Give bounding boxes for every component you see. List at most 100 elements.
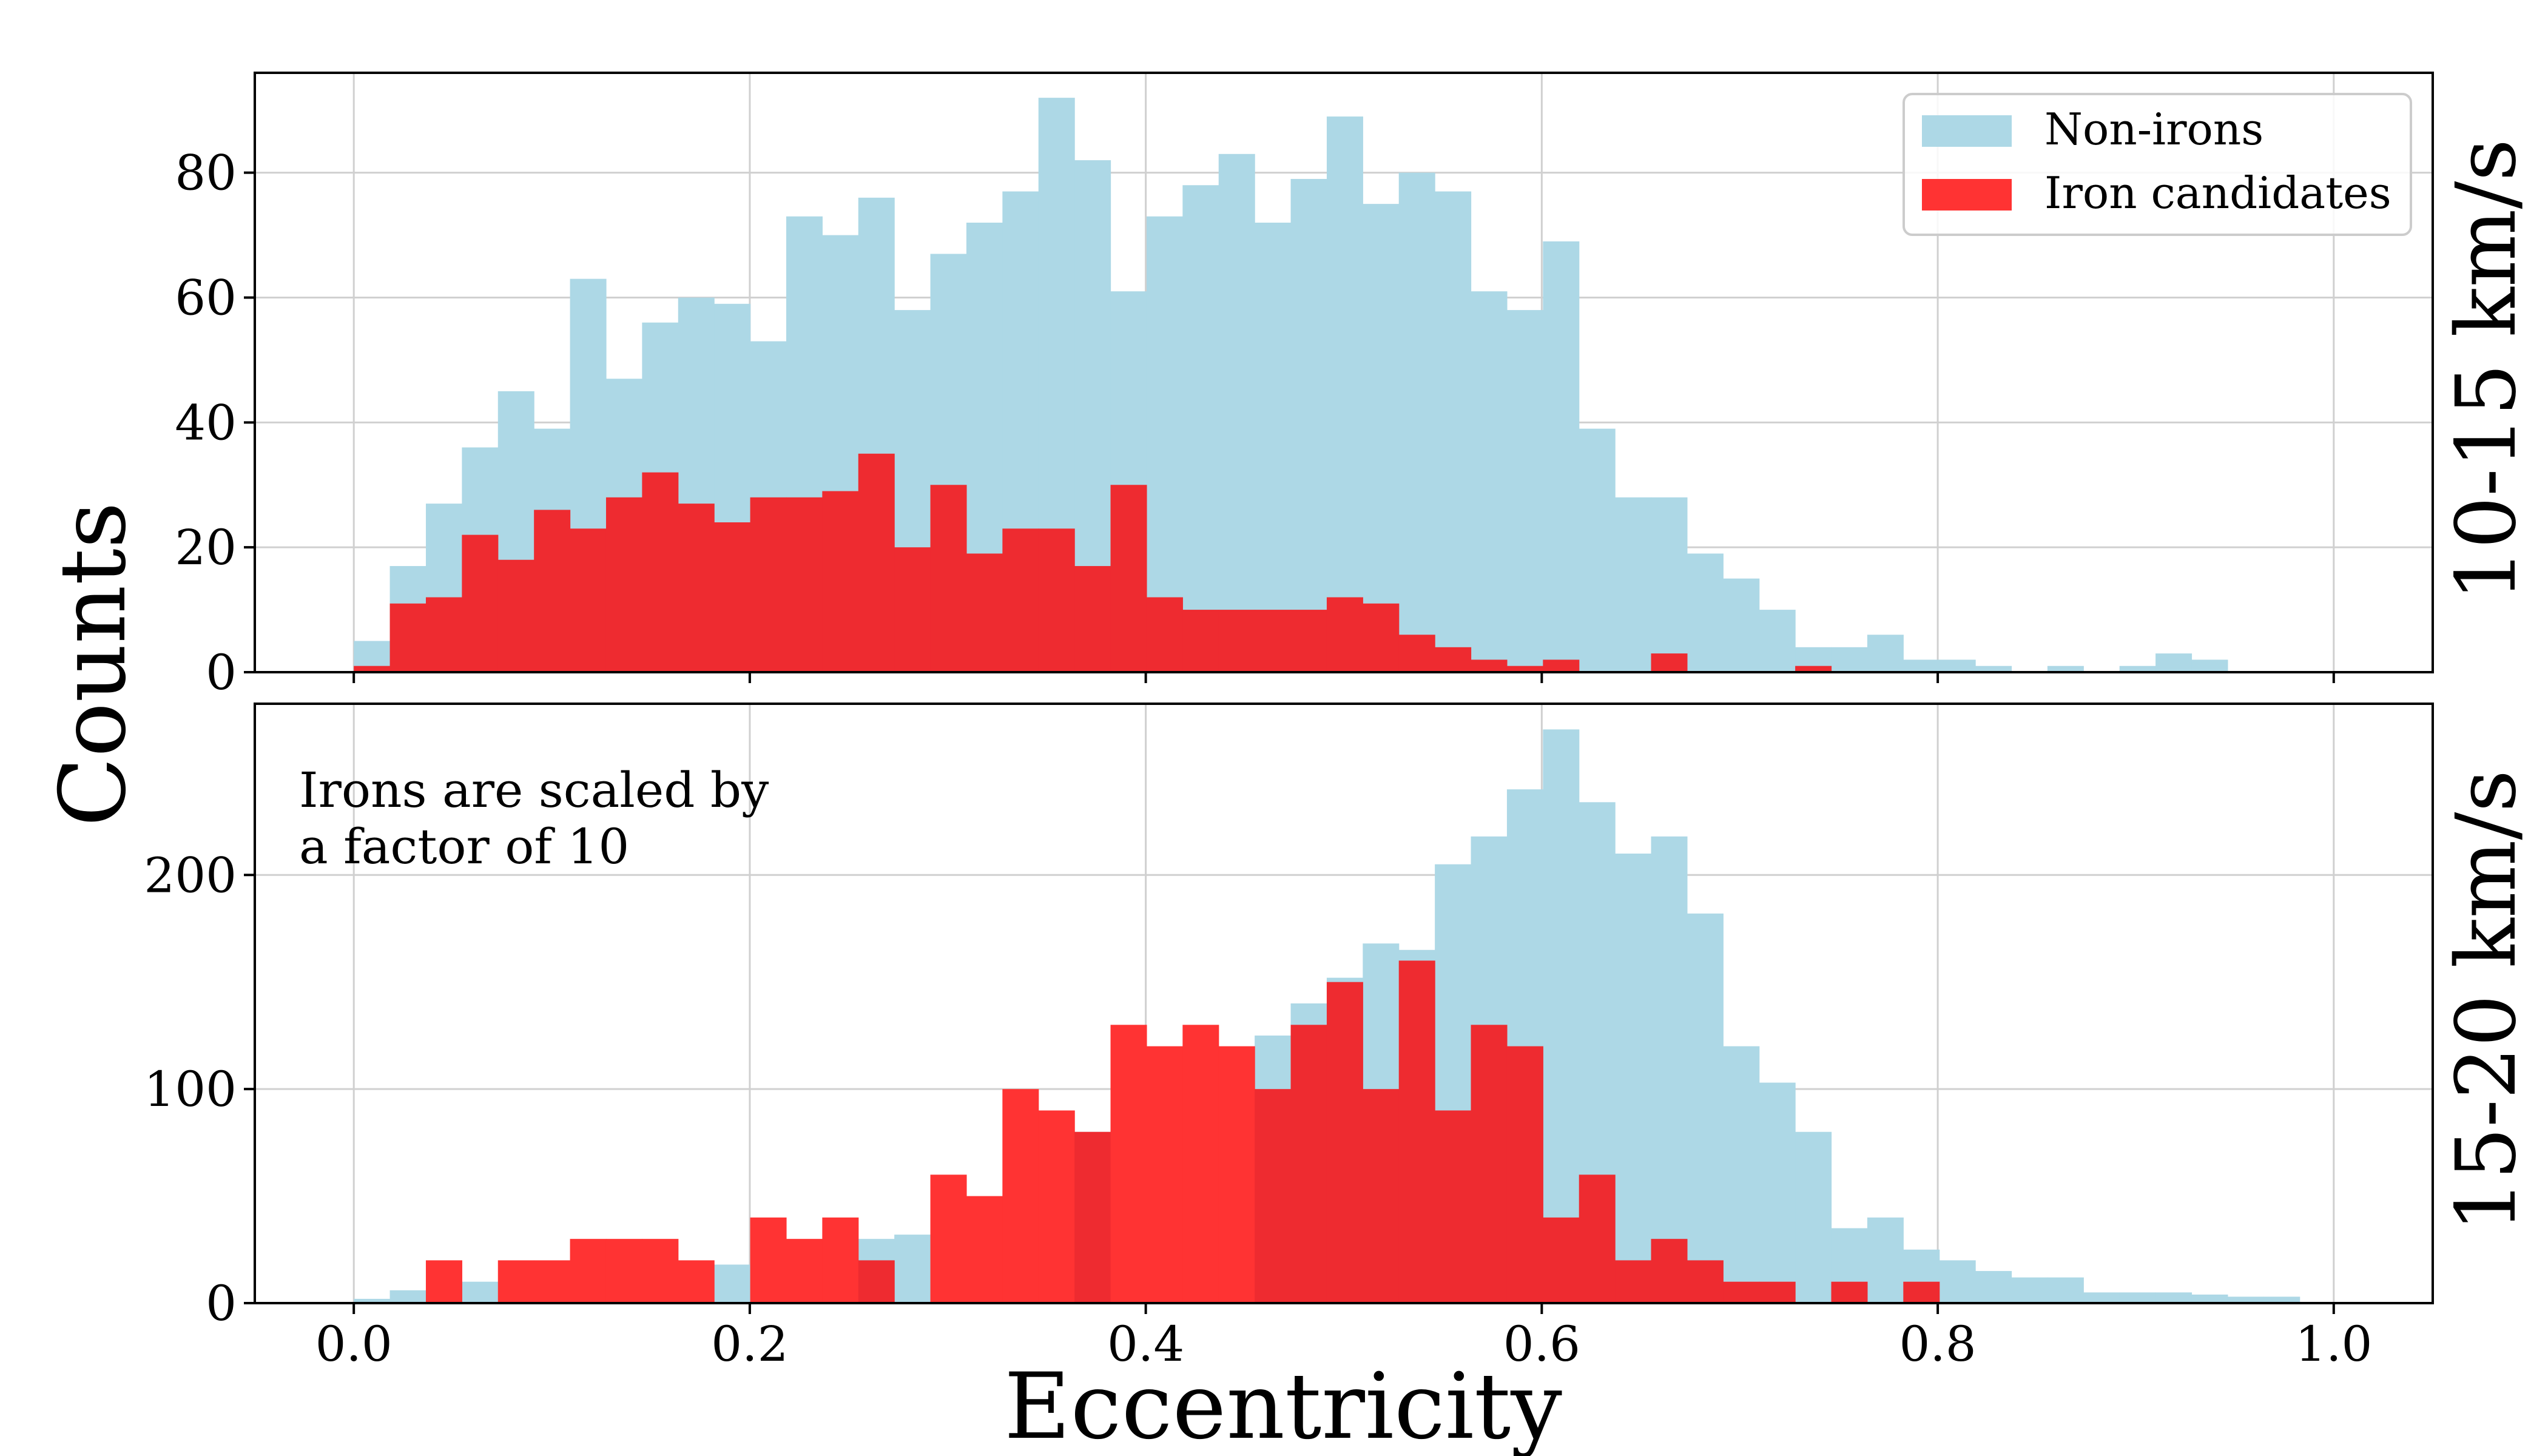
- legend-label-non-irons: Non-irons: [2044, 104, 2263, 155]
- non-iron-bar: [1506, 310, 1543, 672]
- iron-bar: [1903, 1281, 1940, 1303]
- y-tick-label: 80: [175, 145, 237, 201]
- iron-bar: [1218, 1046, 1255, 1303]
- iron-bar: [1255, 1089, 1292, 1303]
- iron-bar: [425, 1260, 462, 1303]
- non-iron-bar: [1867, 635, 1904, 672]
- non-iron-bar: [2083, 1292, 2120, 1303]
- iron-bar: [786, 1239, 823, 1303]
- iron-bar: [1579, 1175, 1616, 1303]
- iron-bar: [858, 453, 895, 672]
- non-iron-bar: [1326, 116, 1363, 672]
- iron-bar: [714, 522, 751, 672]
- iron-bar: [534, 1260, 571, 1303]
- non-iron-bar: [1615, 854, 1652, 1303]
- iron-bar: [1146, 597, 1183, 672]
- x-tick-label: 0.6: [1503, 1316, 1580, 1372]
- y-tick-label: 60: [175, 270, 237, 326]
- iron-bar: [605, 497, 642, 672]
- iron-bar: [642, 1239, 679, 1303]
- iron-bar: [1471, 659, 1508, 672]
- non-iron-bar: [2011, 1277, 2048, 1303]
- non-iron-bar: [1759, 610, 1796, 672]
- iron-bar: [1255, 610, 1292, 672]
- iron-bar: [497, 1260, 534, 1303]
- non-iron-bar: [1543, 729, 1580, 1303]
- non-iron-bar: [714, 1264, 751, 1303]
- legend-label-irons: Iron candidates: [2044, 167, 2391, 218]
- non-iron-bar: [1687, 553, 1724, 672]
- iron-bar: [389, 603, 426, 672]
- non-iron-bar: [1543, 241, 1580, 672]
- iron-bar: [605, 1239, 642, 1303]
- x-tick-label: 0.4: [1107, 1316, 1184, 1372]
- iron-bar: [1290, 610, 1327, 672]
- iron-bar: [1651, 653, 1688, 672]
- iron-bar: [425, 597, 462, 672]
- non-iron-bar: [1182, 185, 1219, 672]
- legend: Non-irons Iron candidates: [1903, 93, 2412, 236]
- iron-bar: [1290, 1025, 1327, 1303]
- y-tick-label: 0: [206, 1275, 237, 1332]
- iron-bar: [1146, 1046, 1183, 1303]
- side-label-bottom: 15-20 km/s: [2439, 770, 2535, 1232]
- non-iron-bar: [1218, 153, 1255, 672]
- non-iron-bar: [1435, 191, 1472, 673]
- non-iron-bar: [894, 1235, 931, 1303]
- x-tick-label: 0.0: [315, 1316, 393, 1372]
- non-iron-bar: [2191, 1294, 2228, 1303]
- non-iron-bar: [2047, 1277, 2084, 1303]
- iron-bar: [786, 497, 823, 672]
- non-iron-bar: [1363, 204, 1400, 672]
- iron-bar: [1002, 1089, 1039, 1303]
- non-iron-bar: [1759, 1082, 1796, 1303]
- non-iron-bar: [354, 1298, 391, 1303]
- y-tick-label: 20: [175, 519, 237, 576]
- non-iron-bar: [1651, 497, 1688, 672]
- non-iron-bar: [2119, 1292, 2156, 1303]
- iron-bar: [678, 1260, 715, 1303]
- iron-bar: [1435, 1110, 1472, 1303]
- iron-bar: [1110, 1025, 1147, 1303]
- iron-bar: [1435, 647, 1472, 672]
- iron-bar: [354, 666, 391, 672]
- iron-bar: [966, 553, 1003, 672]
- non-iron-bar: [1795, 1131, 1832, 1303]
- x-axis-label: Eccentricity: [1004, 1354, 1562, 1456]
- legend-swatch-non-irons: [1922, 115, 2012, 147]
- non-iron-bar: [2119, 666, 2156, 672]
- axes-frame: [254, 72, 2434, 673]
- iron-bar: [750, 1217, 787, 1303]
- iron-bar: [1543, 659, 1580, 672]
- iron-bar: [1795, 666, 1832, 672]
- iron-bar: [678, 504, 715, 672]
- non-iron-bar: [1831, 647, 1868, 672]
- y-tick-label: 40: [175, 394, 237, 451]
- iron-bar: [822, 1217, 859, 1303]
- non-iron-bar: [1651, 836, 1688, 1303]
- non-iron-bar: [2263, 1296, 2300, 1303]
- iron-bar: [1506, 666, 1543, 672]
- y-axis-label: Counts: [41, 502, 146, 827]
- non-iron-bar: [1867, 1217, 1904, 1303]
- iron-bar: [1471, 1025, 1508, 1303]
- non-iron-bar: [1975, 666, 2012, 672]
- annotation-line-2: a factor of 10: [299, 818, 629, 875]
- iron-bar: [858, 1260, 895, 1303]
- iron-bar: [1651, 1239, 1688, 1303]
- panel-15-20: 0 100 200 0.0 0.2 0.4 0.6 0.8 1.0: [144, 703, 2434, 1372]
- iron-bar: [1074, 1131, 1111, 1303]
- axes-frame: [254, 703, 2434, 1304]
- non-iron-bar: [2047, 666, 2084, 672]
- non-iron-bar: [1471, 291, 1508, 672]
- iron-bar: [1506, 1046, 1543, 1303]
- iron-bar: [930, 485, 967, 672]
- y-tick-label: 100: [144, 1061, 237, 1117]
- non-iron-bar: [1579, 428, 1616, 672]
- non-iron-bar: [2155, 653, 2192, 672]
- non-iron-bar: [1723, 578, 1760, 672]
- panel-10-15: 0 20 40 60 80: [175, 72, 2434, 701]
- iron-bar: [1074, 566, 1111, 672]
- non-iron-bar: [1903, 659, 1940, 672]
